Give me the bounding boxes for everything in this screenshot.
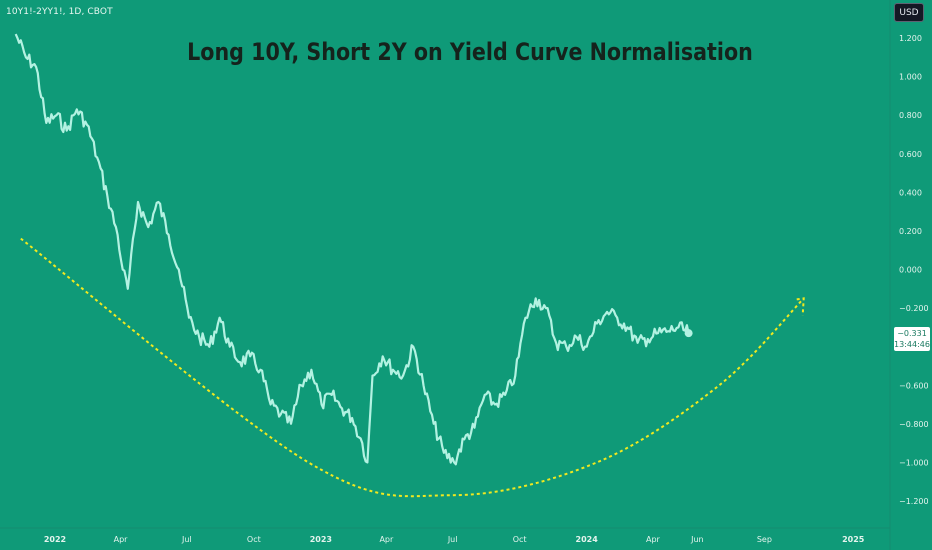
currency-button[interactable]: USD xyxy=(894,3,924,22)
y-tick-label: 0.600 xyxy=(899,150,922,159)
time-axis[interactable]: 2022 Apr Jul Oct 2023 Apr Jul Oct 2024 Apr Jun Sep 2… xyxy=(44,535,865,544)
projection-curve xyxy=(20,237,805,498)
y-tick-label: 0.000 xyxy=(899,266,922,275)
bar-countdown: 13:44:46 xyxy=(894,340,930,349)
y-tick-label: −1.200 xyxy=(899,497,929,506)
symbol-label[interactable]: 10Y1!-2YY1!, 1D, CBOT xyxy=(6,7,113,17)
chart-title: Long 10Y, Short 2Y on Yield Curve Normal… xyxy=(187,38,753,66)
y-tick-label: −0.200 xyxy=(899,304,929,313)
y-tick-label: 0.200 xyxy=(899,227,922,236)
y-tick-label: −1.000 xyxy=(899,458,929,467)
x-tick-label: 2022 xyxy=(44,535,66,544)
x-tick-label: Apr xyxy=(114,535,129,544)
y-tick-label: 1.000 xyxy=(899,73,922,82)
projection-arrowhead xyxy=(796,297,805,316)
x-tick-label: Jul xyxy=(447,535,458,544)
last-price-tag: −0.331 13:44:46 xyxy=(894,327,930,351)
price-axis[interactable]: 1.200 1.000 0.800 0.600 0.400 0.200 0.000 −0.20… xyxy=(899,34,929,506)
spread-line xyxy=(14,33,690,466)
x-tick-label: Jul xyxy=(181,535,192,544)
y-tick-label: 0.400 xyxy=(899,188,922,197)
last-value-dot xyxy=(684,329,693,338)
x-tick-label: Oct xyxy=(247,535,261,544)
y-tick-label: −0.600 xyxy=(899,381,929,390)
x-tick-label: Apr xyxy=(646,535,661,544)
y-tick-label: 1.200 xyxy=(899,34,922,43)
x-tick-label: Sep xyxy=(757,535,772,544)
last-price-value: −0.331 xyxy=(897,329,927,338)
x-tick-label: Oct xyxy=(513,535,527,544)
x-tick-label: 2025 xyxy=(842,535,865,544)
y-tick-label: −0.800 xyxy=(899,420,929,429)
x-tick-label: Jun xyxy=(690,535,704,544)
x-tick-label: Apr xyxy=(379,535,394,544)
x-tick-label: 2023 xyxy=(310,535,332,544)
x-tick-label: 2024 xyxy=(576,535,599,544)
y-tick-label: 0.800 xyxy=(899,111,922,120)
